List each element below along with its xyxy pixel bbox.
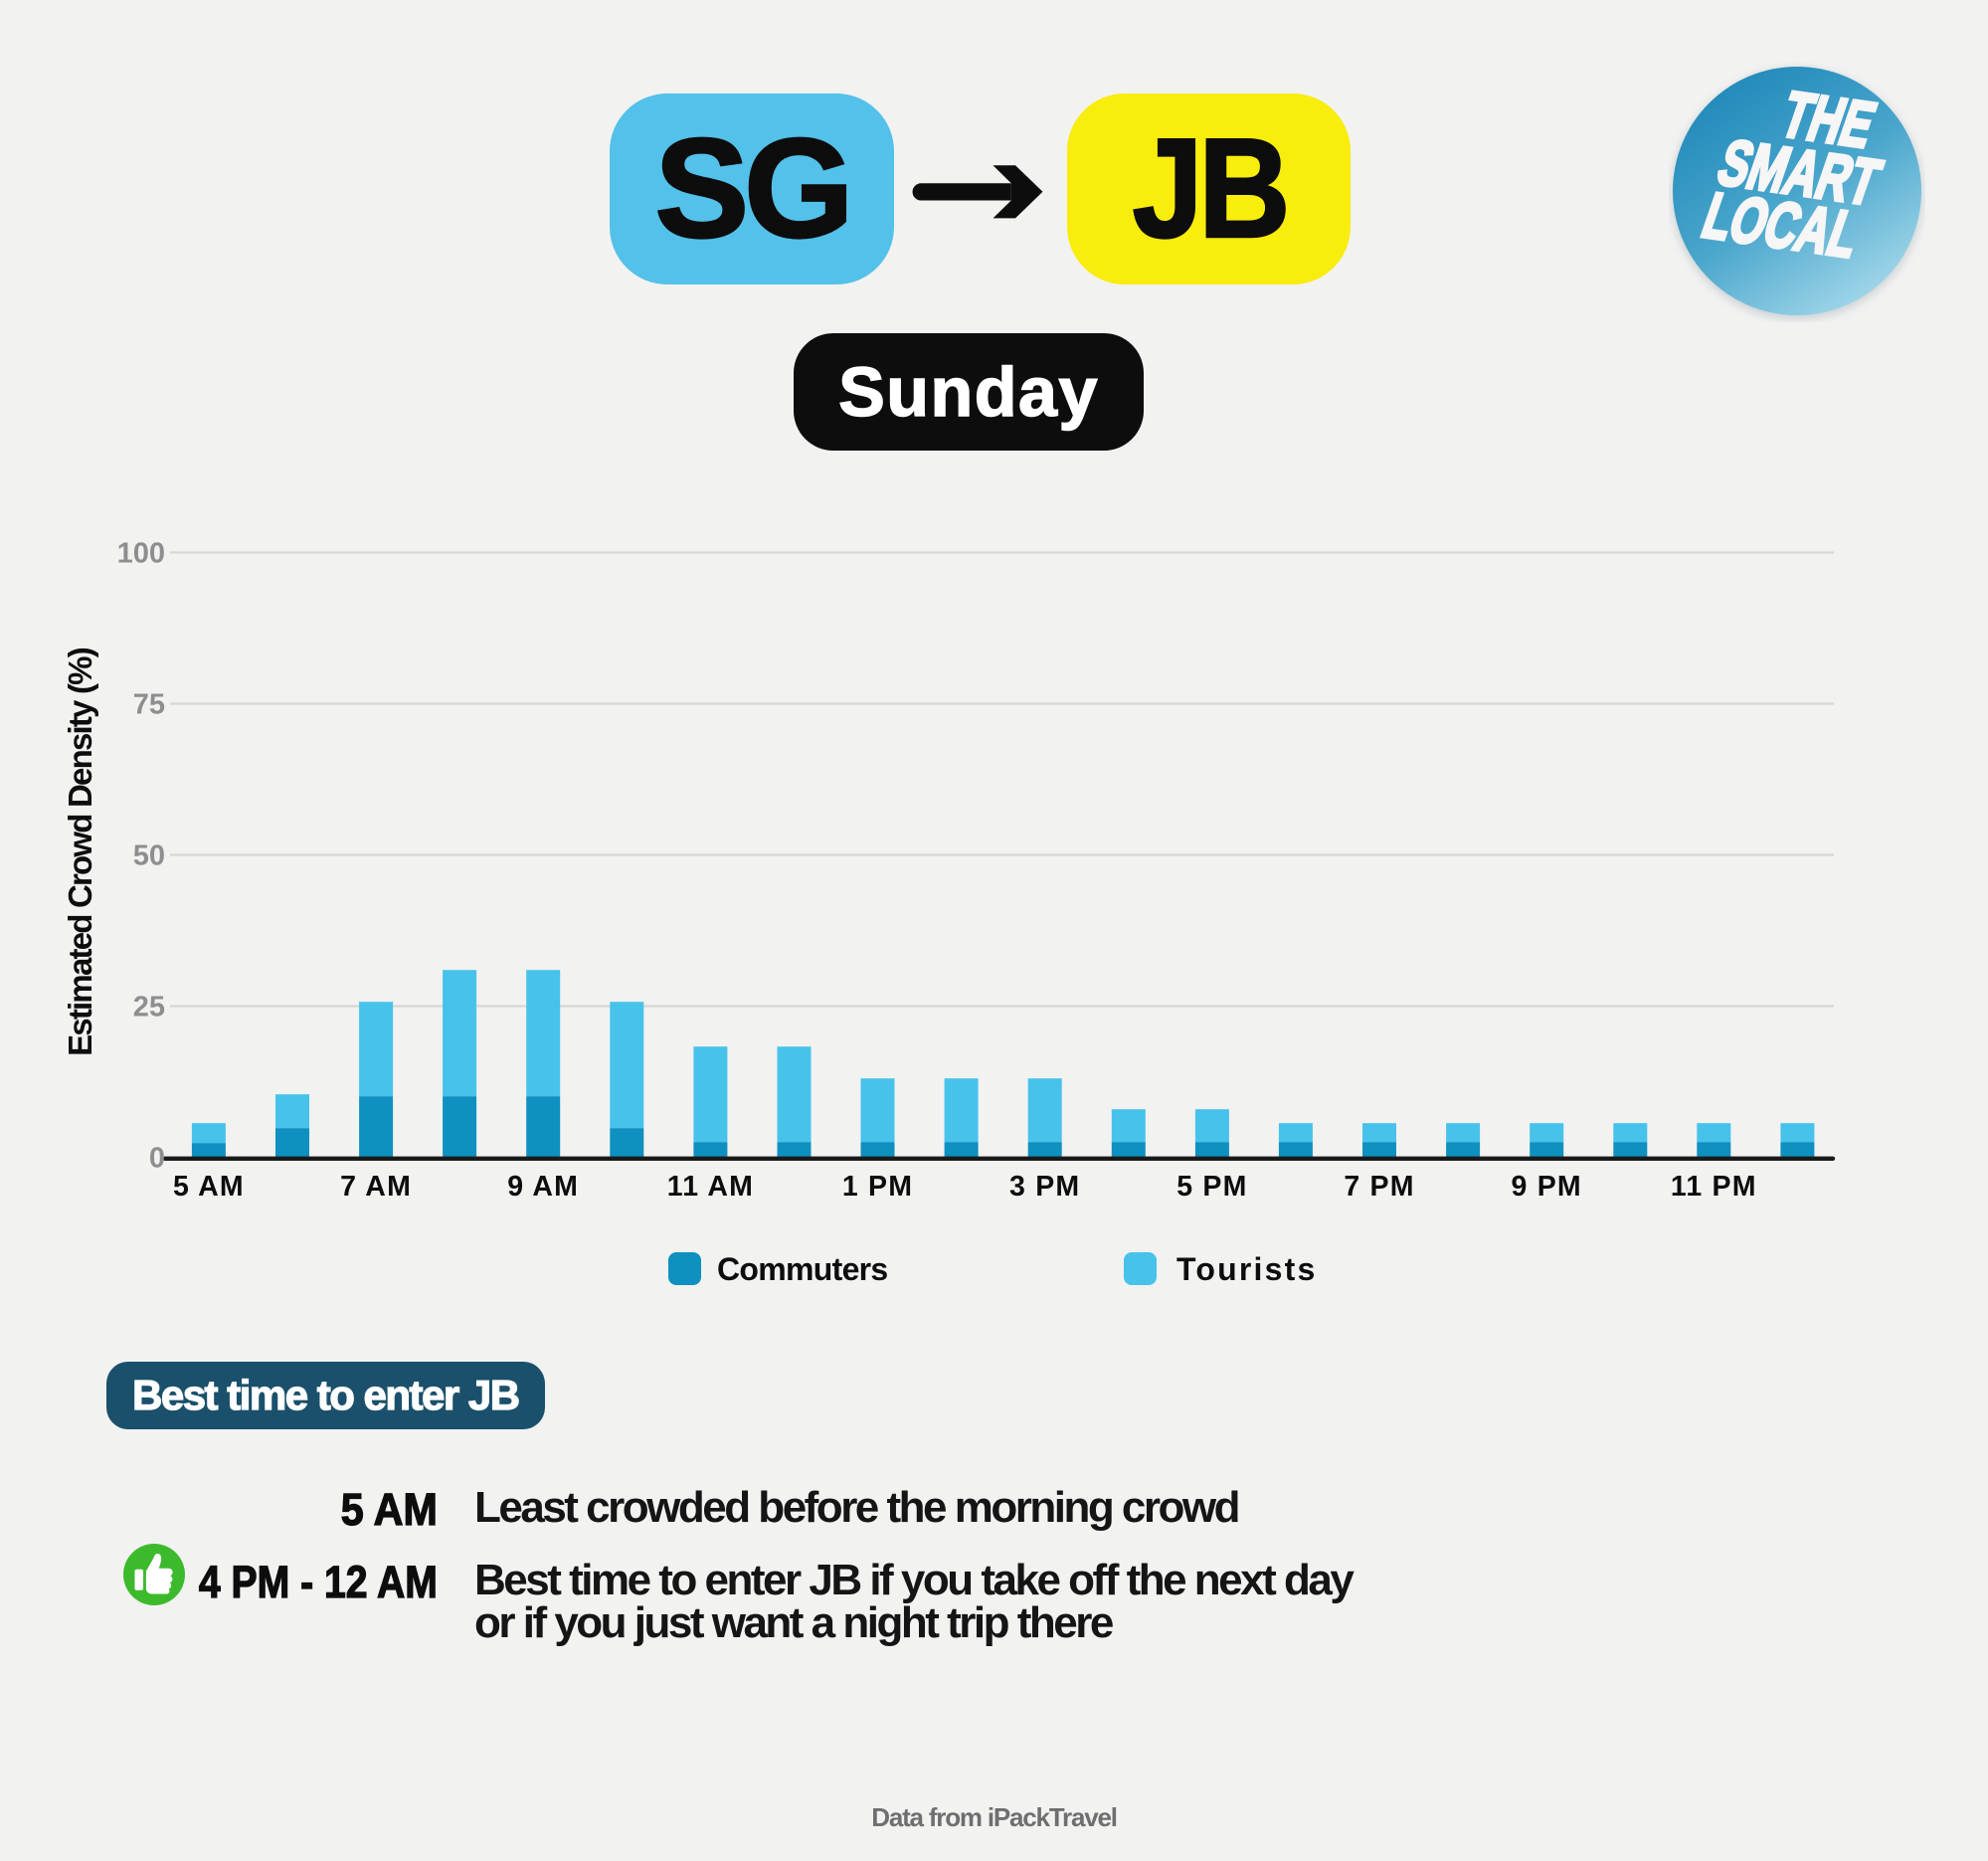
svg-text:5 PM: 5 PM bbox=[1176, 1171, 1247, 1203]
svg-text:5 AM: 5 AM bbox=[173, 1171, 245, 1203]
svg-text:50: 50 bbox=[133, 840, 165, 872]
svg-text:1 PM: 1 PM bbox=[842, 1171, 913, 1203]
svg-text:9 PM: 9 PM bbox=[1512, 1171, 1582, 1203]
svg-text:0: 0 bbox=[149, 1143, 165, 1175]
svg-text:Commuters: Commuters bbox=[717, 1251, 888, 1287]
svg-text:7 PM: 7 PM bbox=[1344, 1171, 1414, 1203]
svg-text:3 PM: 3 PM bbox=[1009, 1171, 1080, 1203]
svg-text:100: 100 bbox=[117, 538, 165, 570]
svg-text:11 PM: 11 PM bbox=[1671, 1171, 1757, 1203]
svg-text:75: 75 bbox=[133, 689, 165, 721]
svg-text:9 AM: 9 AM bbox=[507, 1171, 579, 1203]
svg-text:Tourists: Tourists bbox=[1176, 1251, 1317, 1287]
svg-text:11 AM: 11 AM bbox=[667, 1171, 754, 1203]
svg-text:7 AM: 7 AM bbox=[340, 1171, 412, 1203]
svg-text:25: 25 bbox=[133, 992, 165, 1024]
svg-text:Estimated Crowd Density (%): Estimated Crowd Density (%) bbox=[62, 648, 98, 1056]
